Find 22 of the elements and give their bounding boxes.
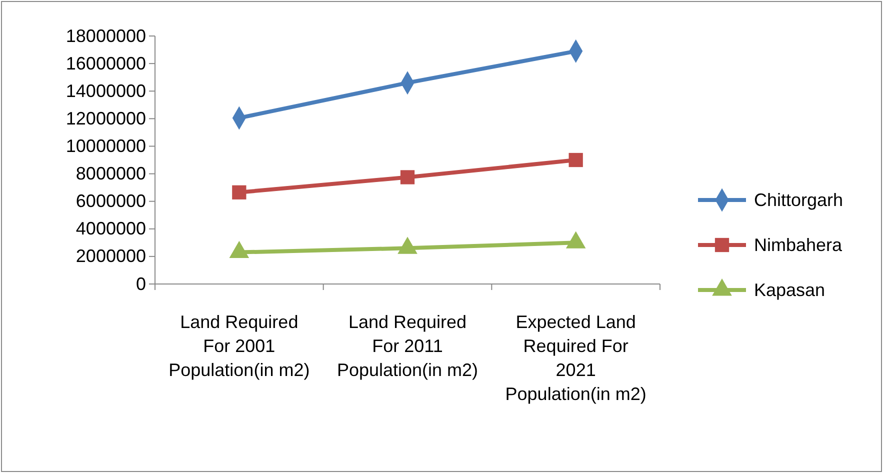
x-tick-label: Land Required For 2011 Population(in m2) (336, 312, 478, 380)
legend-label: Kapasan (754, 280, 826, 300)
x-tick-label: Land Required For 2001 Population(in m2) (168, 312, 310, 380)
point (568, 152, 583, 168)
y-tick-label: 16000000 (66, 53, 146, 74)
point (400, 170, 415, 184)
legend-label: Chittorgarh (754, 190, 844, 210)
point (232, 185, 246, 200)
y-tick-label: 2000000 (76, 246, 146, 266)
y-tick-label: 4000000 (76, 218, 146, 239)
y-tick-label: 14000000 (66, 80, 146, 101)
y-tick-label: 8000000 (76, 164, 146, 184)
y-tick-label: 12000000 (66, 108, 146, 128)
y-tick-label: 6000000 (76, 191, 146, 212)
x-tick-label: Expected Land Required For 2021 Population(in m2) (505, 312, 646, 404)
y-tick-label: 0 (136, 274, 146, 294)
point (566, 231, 586, 248)
legend-label: Nimbahera (754, 235, 844, 255)
point (398, 236, 418, 254)
y-tick-label: 10000000 (66, 136, 146, 156)
point (229, 240, 250, 258)
y-tick-label: 18000000 (66, 26, 146, 46)
